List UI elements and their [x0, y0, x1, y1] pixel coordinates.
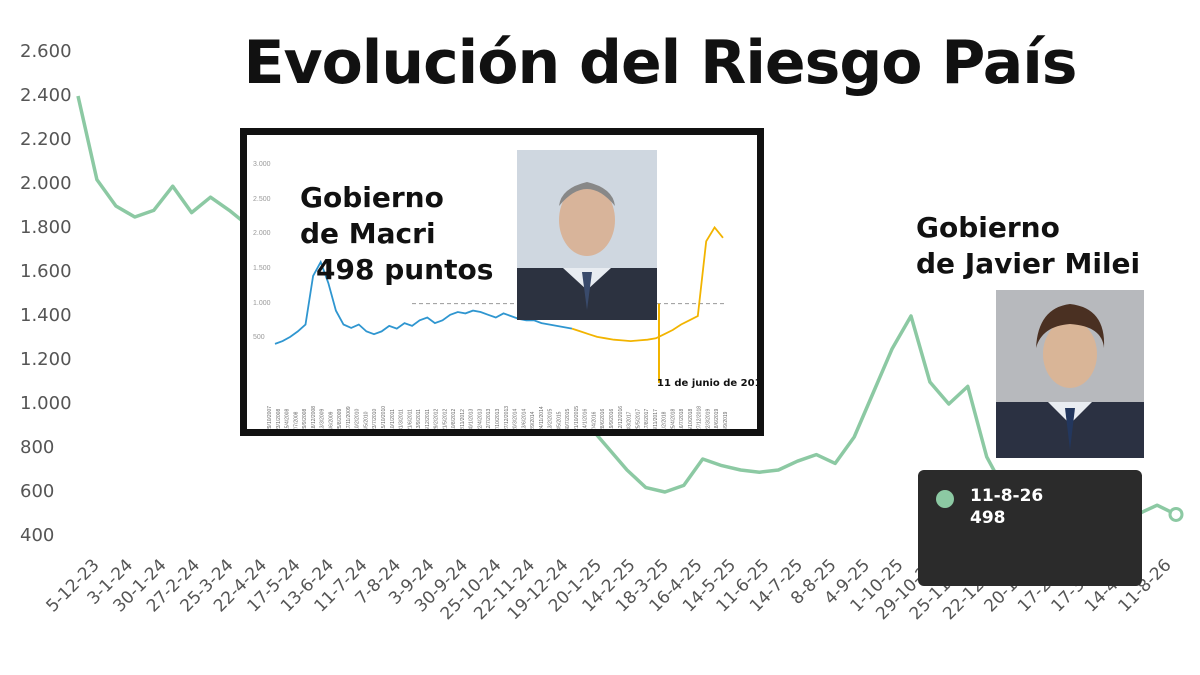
hover-point[interactable]	[1168, 506, 1184, 522]
macri-label-line1: Gobierno	[300, 181, 444, 214]
inset-x-tick: 5/10/2018	[688, 409, 694, 429]
milei-label-line1: Gobierno	[916, 211, 1060, 244]
inset-x-tick: 21/5/2012	[442, 409, 448, 429]
inset-x-tick: 25/4/2018	[670, 409, 676, 429]
macri-label-line2: de Macri	[300, 217, 436, 250]
inset-x-tick: 8/11/2017	[653, 409, 659, 429]
inset-y-tick: 3.000	[253, 161, 271, 168]
inset-x-tick: 16/7/2018	[679, 409, 685, 429]
inset-x-tick: 13/6/2014	[521, 409, 527, 429]
hover-point-group	[1168, 506, 1184, 522]
inset-x-tick: 3/3/2017	[627, 411, 633, 429]
y-tick-label: 1.800	[20, 217, 72, 238]
inset-x-tick: 10/1/2011	[390, 409, 396, 429]
inset-xlabels: 29/10/2007 23/1/2008 15/4/2008 7/7/2008 29/9…	[267, 406, 729, 429]
inset-y-tick: 2.000	[253, 230, 271, 238]
tooltip-value: 498	[970, 508, 1006, 528]
inset-x-tick: 15/4/2008	[285, 409, 291, 429]
inset-x-tick: 13/3/2009	[320, 409, 326, 429]
inset-y-tick: 500	[253, 334, 265, 342]
y-tick-label: 1.600	[20, 261, 72, 282]
inset-x-tick: 18/12/2008	[311, 406, 317, 429]
inset-x-tick: 29/10/2007	[267, 406, 273, 429]
inset-x-tick: 17/8/2017	[644, 409, 650, 429]
inset-x-tick: 2/9/2014	[530, 411, 536, 429]
inset-x-tick: 23/1/2008	[276, 409, 282, 429]
y-tick-label: 2.200	[20, 129, 72, 150]
inset-series-yellow	[571, 225, 724, 343]
inset-x-tick: 27/12/2013	[504, 406, 510, 429]
macri-label-line3: 498 puntos	[316, 253, 494, 286]
data-tooltip: 11-8-26 498	[918, 470, 1142, 586]
inset-y-tick: 1.500	[253, 265, 271, 272]
inset-x-tick: 7/4/2016	[591, 411, 597, 429]
macri-label: Gobierno de Macri 498 puntos	[300, 180, 493, 288]
macri-inset-chart: 29/10/2007 23/1/2008 15/4/2008 7/7/2008 29/9…	[240, 128, 764, 436]
inset-x-tick: 30/7/2015	[565, 409, 571, 429]
inset-x-tick: 7/10/2013	[495, 409, 501, 429]
y-tick-label: 1.400	[20, 305, 72, 326]
macri-photo	[517, 150, 657, 320]
y-tick-label: 2.600	[20, 41, 72, 62]
inset-x-tick: 29/9/2008	[302, 409, 308, 429]
inset-x-tick: 4/6/2009	[328, 411, 334, 429]
inset-x-tick: 27/12/2018	[697, 406, 703, 429]
milei-label-line2: de Javier Milei	[916, 247, 1141, 280]
inset-x-tick: 10/2/2010	[355, 409, 361, 429]
inset-x-tick: 25/5/2017	[635, 409, 641, 429]
inset-annotation: 11 de junio de 2018	[657, 378, 757, 389]
inset-x-tick: 17/11/2009	[346, 406, 352, 429]
y-tick-label: 2.400	[20, 85, 72, 106]
inset-x-tick: 8/5/2015	[556, 411, 562, 429]
inset-x-tick: 22/4/2013	[477, 409, 483, 429]
inset-x-tick: 18/6/2019	[714, 409, 720, 429]
inset-x-tick: 28/6/2016	[600, 409, 606, 429]
inset-x-tick: 10/8/2012	[451, 409, 457, 429]
milei-photo	[996, 290, 1144, 458]
inset-x-tick: 12/12/2016	[618, 406, 624, 429]
inset-x-tick: 12/7/2013	[486, 409, 492, 429]
page-title: Evolución del Riesgo País	[243, 28, 1077, 98]
y-tick-label: 1.200	[20, 349, 72, 370]
inset-x-tick: 22/3/2019	[705, 409, 711, 429]
tooltip-date: 11-8-26	[970, 486, 1044, 506]
inset-x-tick: 13/9/2011	[416, 409, 422, 429]
inset-y-tick: 1.000	[253, 299, 271, 307]
inset-x-tick: 31/3/2011	[399, 409, 405, 429]
inset-x-tick: 23/7/2010	[372, 409, 378, 429]
inset-x-tick: 4/5/2010	[363, 411, 369, 429]
y-tick-label: 600	[20, 481, 55, 502]
inset-x-tick: 6/12/2011	[425, 409, 431, 429]
inset-x-tick: 21/6/2011	[407, 409, 413, 429]
inset-x-tick: 15/10/2010	[381, 406, 387, 429]
y-tick-label: 400	[20, 525, 55, 546]
y-tick-label: 800	[20, 437, 55, 458]
inset-x-tick: 29/2/2012	[434, 409, 440, 429]
inset-x-tick: 14/1/2016	[583, 409, 589, 429]
inset-y-tick: 2.500	[253, 195, 271, 203]
inset-x-tick: 20/3/2014	[513, 409, 519, 429]
y-tick-label: 2.000	[20, 173, 72, 194]
inset-x-tick: 19/9/2016	[609, 409, 615, 429]
inset-x-tick: 30/1/2013	[469, 409, 475, 429]
inset-x-tick: 7/7/2008	[293, 411, 299, 429]
inset-x-tick: 2/11/2012	[460, 409, 466, 429]
inset-x-tick: 1/2/2018	[662, 411, 668, 429]
inset-x-tick: 4/9/2019	[723, 411, 729, 429]
milei-label: Gobierno de Javier Milei	[916, 210, 1140, 282]
inset-x-tick: 24/11/2014	[539, 406, 545, 429]
tooltip-series-dot	[936, 490, 954, 508]
inset-x-tick: 21/10/2015	[574, 406, 580, 429]
inset-svg: 29/10/2007 23/1/2008 15/4/2008 7/7/2008 29/9…	[267, 225, 757, 429]
inset-x-tick: 25/8/2009	[337, 409, 343, 429]
y-tick-label: 1.000	[20, 393, 72, 414]
inset-x-tick: 13/2/2015	[548, 409, 554, 429]
